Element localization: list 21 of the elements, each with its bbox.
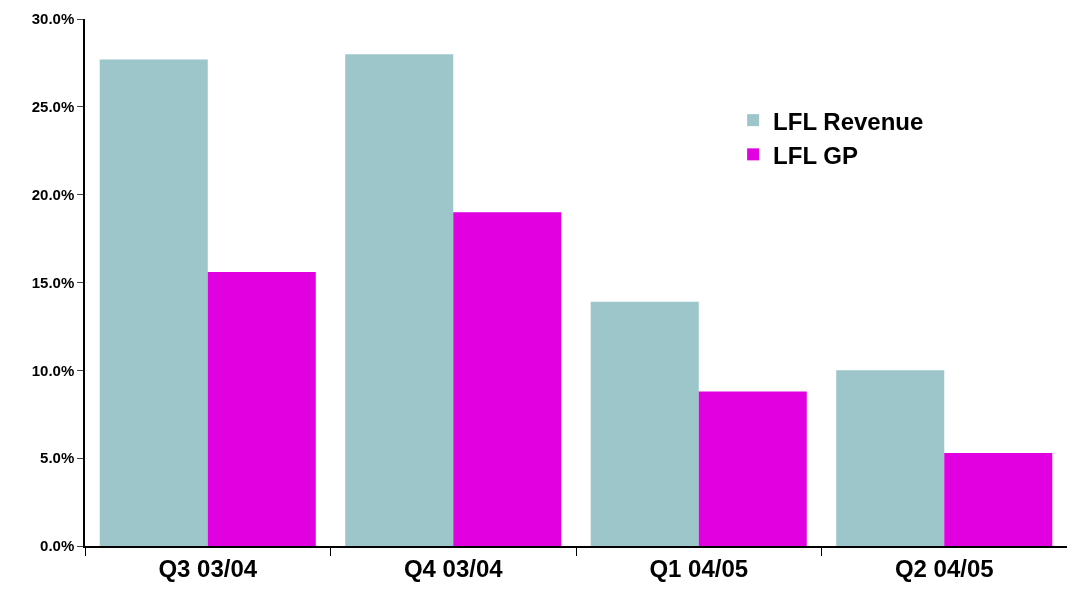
legend-label: LFL GP bbox=[773, 141, 859, 169]
y-tick-label: 0.0% bbox=[40, 537, 75, 555]
x-tick-label: Q2 04/05 bbox=[894, 554, 994, 582]
y-tick-label: 5.0% bbox=[40, 449, 75, 467]
x-tick-label: Q1 04/05 bbox=[649, 554, 749, 582]
y-tick-label: 10.0% bbox=[31, 361, 75, 379]
bar bbox=[944, 452, 1053, 546]
legend-label: LFL Revenue bbox=[773, 107, 924, 135]
y-tick-label: 20.0% bbox=[31, 185, 75, 203]
bar bbox=[345, 54, 454, 546]
bar bbox=[207, 271, 316, 546]
x-tick-label: Q3 03/04 bbox=[158, 554, 258, 582]
y-tick-label: 25.0% bbox=[31, 98, 75, 116]
bar bbox=[698, 391, 807, 546]
bar bbox=[836, 370, 945, 546]
y-tick-label: 30.0% bbox=[31, 10, 75, 28]
x-tick-label: Q4 03/04 bbox=[403, 554, 504, 582]
bar bbox=[590, 301, 699, 546]
bar bbox=[453, 212, 562, 546]
bar bbox=[99, 59, 208, 546]
y-tick-label: 15.0% bbox=[31, 273, 75, 291]
